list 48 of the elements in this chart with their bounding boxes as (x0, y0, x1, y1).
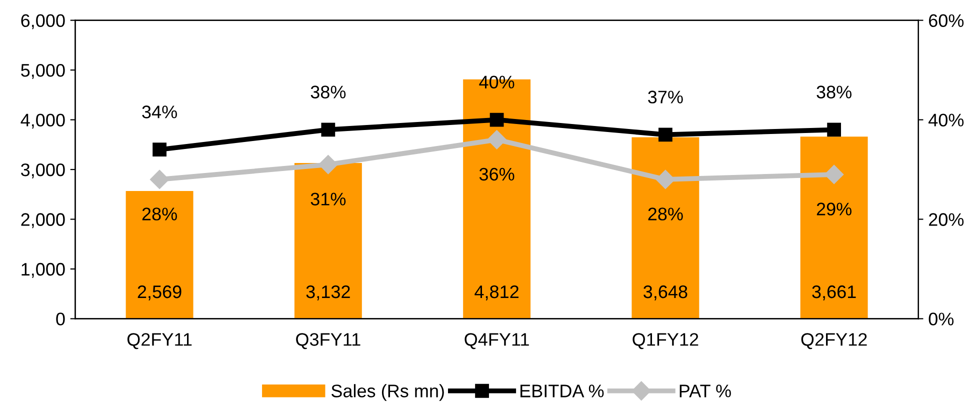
y2-tick-label: 40% (928, 114, 964, 126)
data-label: 4,812 (474, 285, 518, 300)
x-tick-label: Q1FY12 (632, 333, 698, 350)
y-tick-label: 5,000 (21, 64, 65, 79)
y-tick-label: 1,000 (22, 262, 65, 278)
data-label: 31% (310, 192, 346, 206)
bar (126, 190, 194, 319)
legend-label: EBITDA % (520, 384, 604, 398)
data-label: 38% (816, 86, 852, 98)
legend-label: Sales (Rs mn) (331, 384, 444, 401)
y-tick-label: 6,000 (21, 14, 65, 30)
data-label: 40% (479, 76, 514, 89)
bar (800, 136, 868, 319)
data-label: 3,661 (812, 285, 856, 300)
y-tick-label: 4,000 (20, 114, 65, 129)
x-tick-label: Q4FY11 (464, 333, 529, 350)
point (318, 155, 338, 174)
point (487, 130, 506, 150)
bar (294, 162, 362, 319)
data-label: 28% (142, 208, 177, 220)
point (490, 112, 504, 127)
x-tick-label: Q2FY11 (127, 333, 192, 350)
data-label: 38% (310, 86, 346, 98)
y-tick-label: 0 (56, 312, 65, 326)
data-label: 28% (648, 208, 683, 220)
point (827, 122, 842, 137)
y-tick-label: 2,000 (21, 213, 65, 228)
y2-tick-label: 0% (928, 312, 954, 326)
data-label: 37% (648, 90, 683, 104)
bar (632, 137, 700, 319)
data-label: 2,569 (138, 285, 182, 300)
data-label: 36% (479, 168, 514, 181)
x-tick-label: Q2FY12 (801, 333, 867, 350)
x-tick-label: Q3FY11 (296, 333, 360, 350)
data-label: 29% (816, 202, 852, 216)
point (152, 142, 166, 157)
point (658, 128, 672, 142)
point (321, 122, 336, 137)
data-label: 3,132 (306, 285, 350, 300)
data-label: 34% (142, 106, 177, 118)
data-label: 3,648 (644, 285, 688, 300)
y2-tick-label: 20% (929, 213, 964, 226)
legend-label: PAT % (680, 384, 731, 398)
point (824, 164, 844, 184)
point (656, 170, 675, 189)
y-tick-label: 3,000 (21, 163, 65, 178)
y2-tick-label: 60% (929, 14, 964, 28)
point (150, 170, 170, 189)
